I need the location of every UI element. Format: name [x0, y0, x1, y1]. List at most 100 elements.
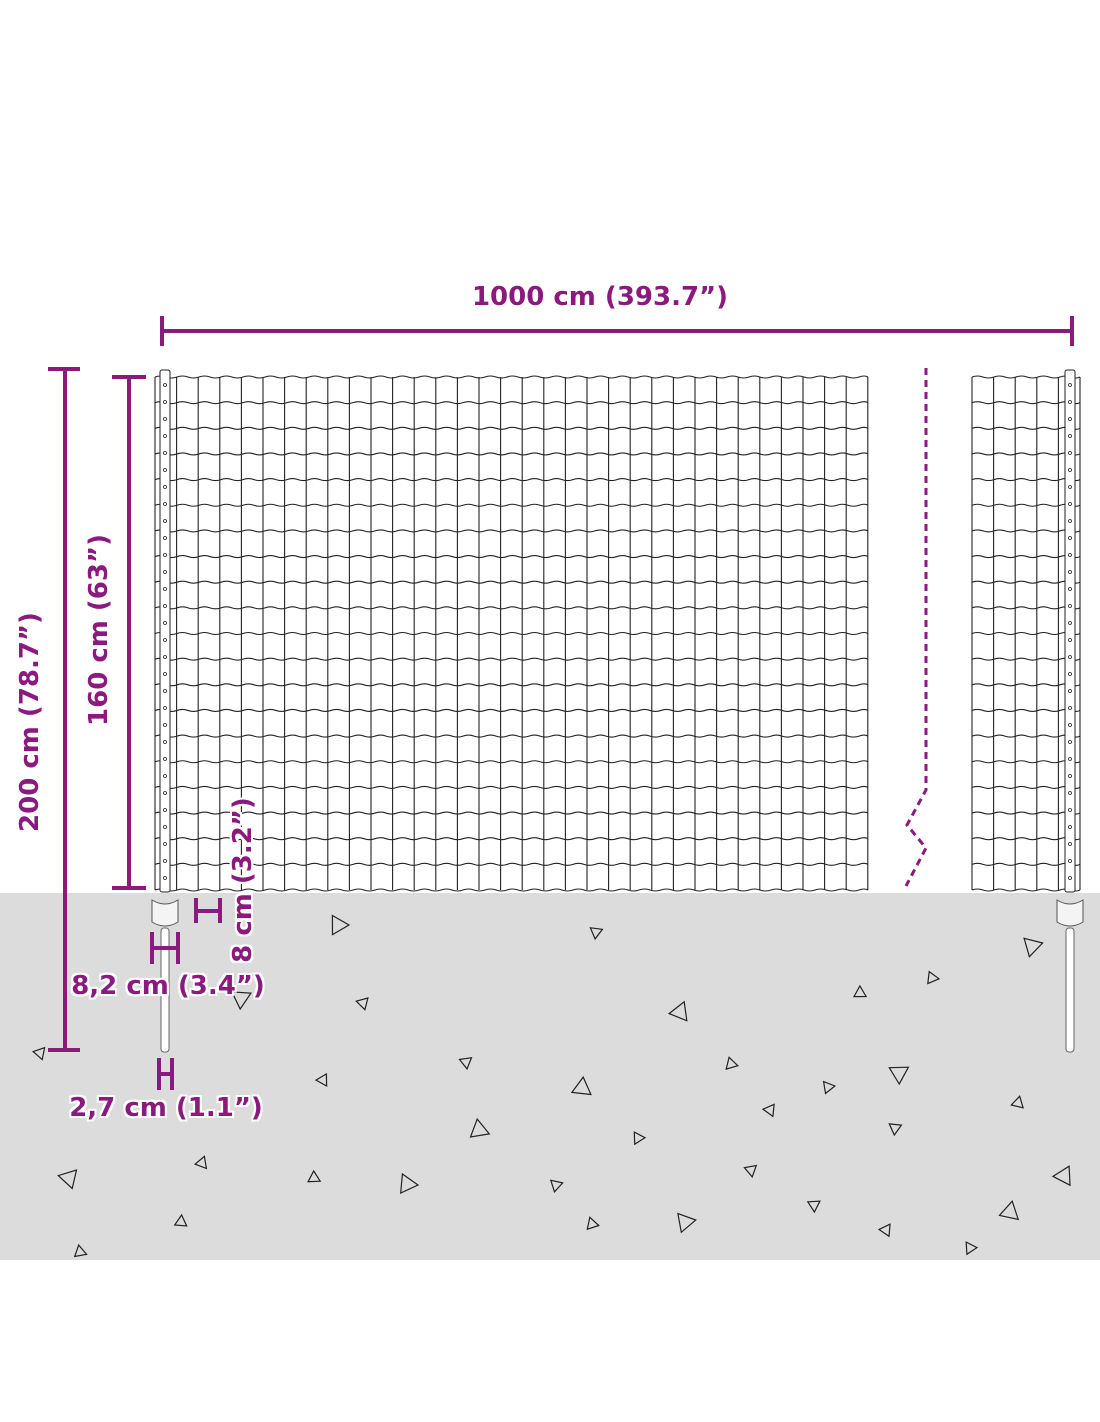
horizontal-wire	[154, 631, 869, 636]
stone	[570, 1075, 592, 1096]
horizontal-wire	[154, 760, 869, 764]
horizontal-wire	[971, 811, 1081, 815]
stone	[331, 914, 351, 936]
post-hole	[1068, 740, 1072, 744]
post-hole	[1068, 553, 1072, 557]
stone	[822, 1080, 837, 1095]
stone	[725, 1056, 739, 1070]
post-hole	[1068, 468, 1072, 472]
post-hole	[163, 468, 167, 472]
horizontal-wire	[971, 708, 1081, 712]
post-hole	[1068, 485, 1072, 489]
post-diameter-label: 2,7 cm (1.1”)	[69, 1093, 263, 1123]
stone	[1051, 1165, 1071, 1187]
post-hole	[163, 757, 167, 761]
horizontal-wire	[154, 452, 869, 456]
post-hole	[1068, 383, 1072, 387]
post-hole	[163, 791, 167, 795]
post-hole	[163, 740, 167, 744]
horizontal-wire	[971, 657, 1081, 661]
total-height-label: 200 cm (78.7”)	[15, 612, 45, 832]
horizontal-wire	[971, 426, 1081, 430]
stone	[400, 1172, 420, 1194]
post-hole	[1068, 519, 1072, 523]
post-hole	[1068, 825, 1072, 829]
post-hole	[163, 604, 167, 608]
horizontal-wire	[154, 683, 869, 687]
stone	[57, 1169, 78, 1190]
horizontal-wire	[154, 862, 869, 866]
post-hole	[1068, 400, 1072, 404]
post-hole	[1068, 774, 1072, 778]
post-hole	[163, 672, 167, 676]
horizontal-wire	[971, 580, 1081, 584]
fence-posts	[151, 369, 1084, 1053]
post-hole	[163, 519, 167, 523]
post-hole	[1068, 689, 1072, 693]
horizontal-wire	[154, 606, 869, 610]
post-hole	[1068, 434, 1072, 438]
stone	[469, 1117, 491, 1138]
post-hole	[1068, 757, 1072, 761]
ground-stones	[31, 914, 1071, 1258]
stone	[877, 1223, 891, 1238]
horizontal-wire	[971, 452, 1081, 456]
width-label: 1000 cm (393.7”)	[471, 282, 729, 312]
post-hole	[163, 485, 167, 489]
stone	[1023, 937, 1044, 958]
horizontal-wire	[971, 837, 1081, 841]
post-hole	[163, 706, 167, 710]
horizontal-wire	[971, 734, 1081, 738]
stone	[193, 1155, 208, 1170]
post-hole	[1068, 451, 1072, 455]
horizontal-wire	[154, 811, 869, 815]
stone	[589, 927, 604, 941]
horizontal-wire	[154, 888, 869, 892]
stone	[307, 1169, 322, 1183]
post-hole	[1068, 417, 1072, 421]
post-hole	[1068, 621, 1072, 625]
horizontal-wire	[154, 734, 869, 738]
horizontal-wire	[971, 503, 1081, 507]
post-hole	[163, 417, 167, 421]
horizontal-wire	[154, 837, 869, 841]
post-plate-height-label: 8 cm (3.2”)	[228, 797, 258, 963]
stone	[230, 991, 252, 1011]
stone	[1010, 1095, 1024, 1109]
post-hole	[163, 383, 167, 387]
post-hole	[1068, 672, 1072, 676]
post-plate-width-label: 8,2 cm (3.4”)	[71, 971, 265, 1001]
post-hole	[163, 859, 167, 863]
post-hole	[163, 451, 167, 455]
post-hole	[163, 808, 167, 812]
horizontal-wire	[154, 580, 869, 584]
horizontal-wire	[971, 862, 1081, 866]
post-hole	[1068, 604, 1072, 608]
post-hole	[1068, 808, 1072, 812]
mesh-height-label: 160 cm (63”)	[84, 534, 114, 726]
post-hole	[163, 400, 167, 404]
post-upper	[159, 369, 171, 893]
horizontal-wire	[971, 555, 1081, 559]
stone	[888, 1066, 910, 1086]
post-hole	[163, 774, 167, 778]
stone	[965, 1241, 979, 1256]
ground	[0, 893, 1100, 1260]
post-hole	[163, 638, 167, 642]
post-hole	[163, 876, 167, 880]
post-hole	[1068, 859, 1072, 863]
stone	[314, 1072, 328, 1088]
stone	[31, 1046, 46, 1061]
stone	[677, 1212, 697, 1234]
horizontal-wire	[971, 478, 1081, 482]
stone	[743, 1164, 758, 1179]
post-hole	[1068, 842, 1072, 846]
post-hole	[163, 825, 167, 829]
horizontal-wire	[971, 606, 1081, 610]
post-hole	[1068, 706, 1072, 710]
horizontal-wire	[971, 529, 1081, 533]
post-hole	[163, 502, 167, 506]
post-hole	[163, 587, 167, 591]
stone	[998, 1200, 1020, 1221]
